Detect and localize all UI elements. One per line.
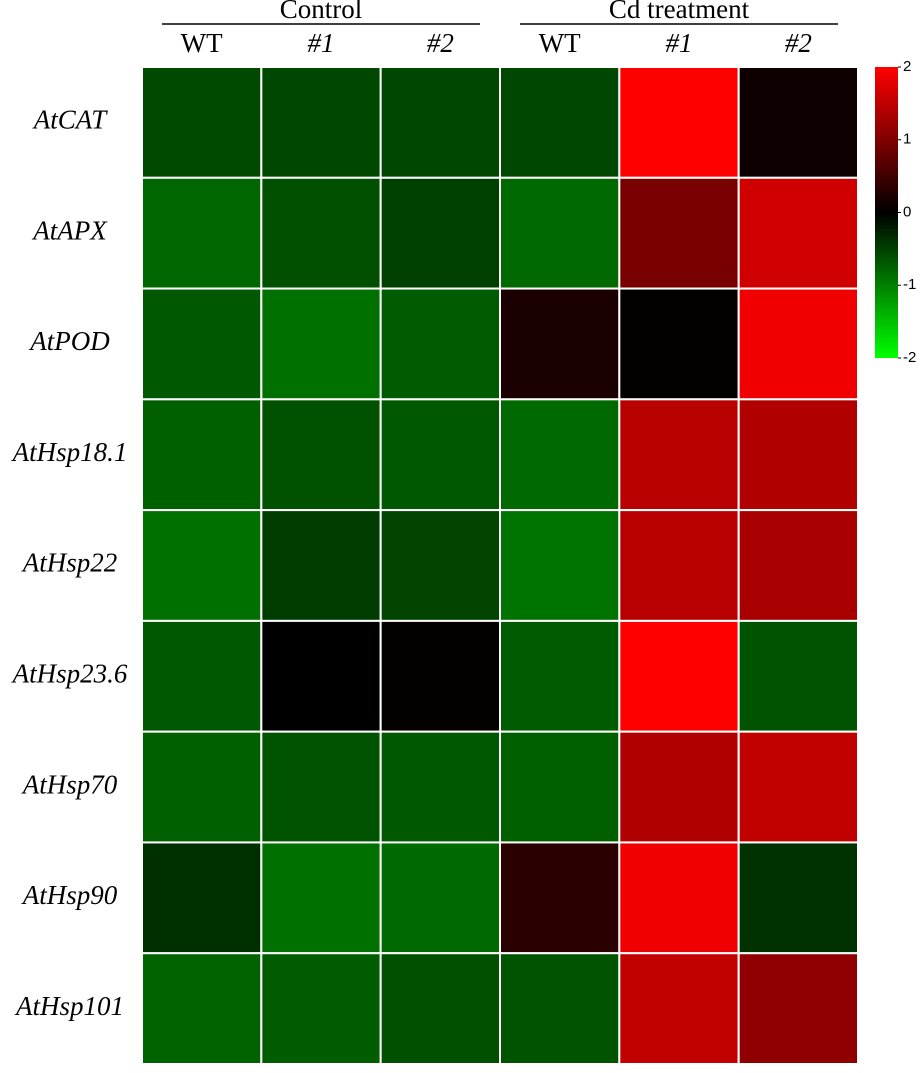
heatmap-cell	[499, 619, 621, 733]
heatmap-cell	[499, 730, 621, 844]
heatmap-cell	[260, 398, 382, 512]
heatmap-cell	[141, 730, 263, 844]
color-bar	[875, 67, 898, 358]
heatmap-cell	[618, 841, 740, 955]
color-tick-label: 0	[903, 203, 911, 220]
row-label: AtCAT	[32, 105, 108, 135]
heatmap-cell	[260, 176, 382, 290]
heatmap-cell	[618, 952, 740, 1066]
heatmap-cell	[499, 176, 621, 290]
heatmap-cell	[141, 952, 263, 1066]
heatmap-cell	[499, 287, 621, 401]
color-tick-label: -2	[903, 349, 916, 366]
heatmap-cell	[260, 730, 382, 844]
heatmap-cell	[618, 730, 740, 844]
heatmap-cell	[737, 619, 860, 733]
column-label: #2	[785, 28, 812, 58]
column-label: #2	[427, 28, 454, 58]
heatmap-cell	[499, 66, 621, 179]
column-label: WT	[181, 28, 223, 58]
heatmap-cell	[141, 619, 263, 733]
heatmap-cell	[618, 619, 740, 733]
heatmap-cell	[141, 509, 263, 622]
heatmap-cell	[379, 287, 501, 401]
color-tick-label: 1	[903, 131, 911, 148]
heatmap-cell	[379, 66, 501, 179]
heatmap-cell	[737, 398, 860, 512]
heatmap-cell	[499, 398, 621, 512]
heatmap-cell	[737, 509, 860, 622]
row-label: AtPOD	[28, 326, 110, 356]
heatmap-cell	[141, 176, 263, 290]
row-label: AtHsp18.1	[11, 437, 128, 467]
heatmap-cell	[379, 730, 501, 844]
heatmap-cell	[260, 509, 382, 622]
heatmap-cell	[737, 176, 860, 290]
heatmap-cell	[618, 66, 740, 179]
heatmap-cell	[379, 841, 501, 955]
heatmap-cell	[379, 952, 501, 1066]
heatmap-cell	[379, 619, 501, 733]
heatmap-cell	[141, 287, 263, 401]
heatmap-cell	[618, 176, 740, 290]
column-label: #1	[308, 28, 335, 58]
heatmap-cell	[737, 730, 860, 844]
color-tick-label: -1	[903, 276, 916, 293]
heatmap-cell	[379, 398, 501, 512]
row-label: AtHsp70	[21, 769, 118, 799]
heatmap-cell	[737, 287, 860, 401]
heatmap-cell	[260, 841, 382, 955]
row-label: AtAPX	[31, 215, 108, 245]
group-label: Control	[280, 0, 363, 24]
row-label: AtHsp23.6	[11, 658, 128, 688]
row-label: AtHsp90	[21, 880, 118, 910]
heatmap-cell	[737, 952, 860, 1066]
heatmap-cell	[499, 841, 621, 955]
heatmap-cell	[737, 66, 860, 179]
heatmap-cell	[618, 287, 740, 401]
heatmap-cell	[379, 509, 501, 622]
group-label: Cd treatment	[609, 0, 750, 24]
heatmap-cell	[141, 398, 263, 512]
heatmap-cell	[260, 619, 382, 733]
row-label: AtHsp22	[21, 548, 118, 578]
heatmap-cell	[618, 509, 740, 622]
column-label: WT	[539, 28, 581, 58]
heatmap-cell	[260, 66, 382, 179]
heatmap-cell	[737, 841, 860, 955]
heatmap-cell	[260, 287, 382, 401]
heatmap-cell	[618, 398, 740, 512]
heatmap-cell	[260, 952, 382, 1066]
row-label: AtHsp101	[14, 991, 124, 1021]
heatmap-cell	[379, 176, 501, 290]
heatmap-cell	[141, 841, 263, 955]
column-label: #1	[666, 28, 693, 58]
color-tick-label: 2	[903, 58, 911, 75]
heatmap-cell	[141, 66, 263, 179]
heatmap-cell	[499, 509, 621, 622]
heatmap-cell	[499, 952, 621, 1066]
